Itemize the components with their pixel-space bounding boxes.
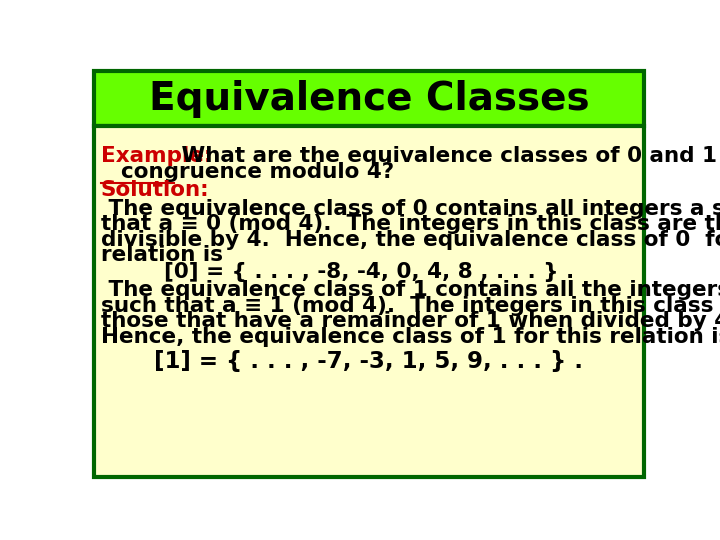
- Text: that a ≡ 0 (mod 4).  The integers in this class are those: that a ≡ 0 (mod 4). The integers in this…: [101, 214, 720, 234]
- Text: What are the equivalence classes of 0 and 1 for: What are the equivalence classes of 0 an…: [174, 146, 720, 166]
- Text: The equivalence class of 1 contains all the integers a: The equivalence class of 1 contains all …: [101, 280, 720, 300]
- Text: [1] = { . . . , -7, -3, 1, 5, 9, . . . } .: [1] = { . . . , -7, -3, 1, 5, 9, . . . }…: [155, 350, 583, 373]
- Text: Hence, the equivalence class of 1 for this relation is: Hence, the equivalence class of 1 for th…: [101, 327, 720, 347]
- Text: such that a ≡ 1 (mod 4).  The integers in this class are: such that a ≡ 1 (mod 4). The integers in…: [101, 296, 720, 316]
- Text: divisible by 4.  Hence, the equivalence class of 0  for this: divisible by 4. Hence, the equivalence c…: [101, 230, 720, 249]
- FancyBboxPatch shape: [94, 71, 644, 126]
- FancyBboxPatch shape: [94, 126, 644, 477]
- Text: Equivalence Classes: Equivalence Classes: [149, 80, 589, 118]
- Text: The equivalence class of 0 contains all integers a such: The equivalence class of 0 contains all …: [101, 199, 720, 219]
- Text: Solution:: Solution:: [101, 180, 210, 200]
- Text: Example:: Example:: [101, 146, 212, 166]
- Text: congruence modulo 4?: congruence modulo 4?: [121, 162, 394, 182]
- Text: relation is: relation is: [101, 245, 223, 265]
- Text: [0] = { . . . , -8, -4, 0, 4, 8 , . . . } .: [0] = { . . . , -8, -4, 0, 4, 8 , . . . …: [164, 262, 574, 282]
- Text: those that have a remainder of 1 when divided by 4.: those that have a remainder of 1 when di…: [101, 311, 720, 331]
